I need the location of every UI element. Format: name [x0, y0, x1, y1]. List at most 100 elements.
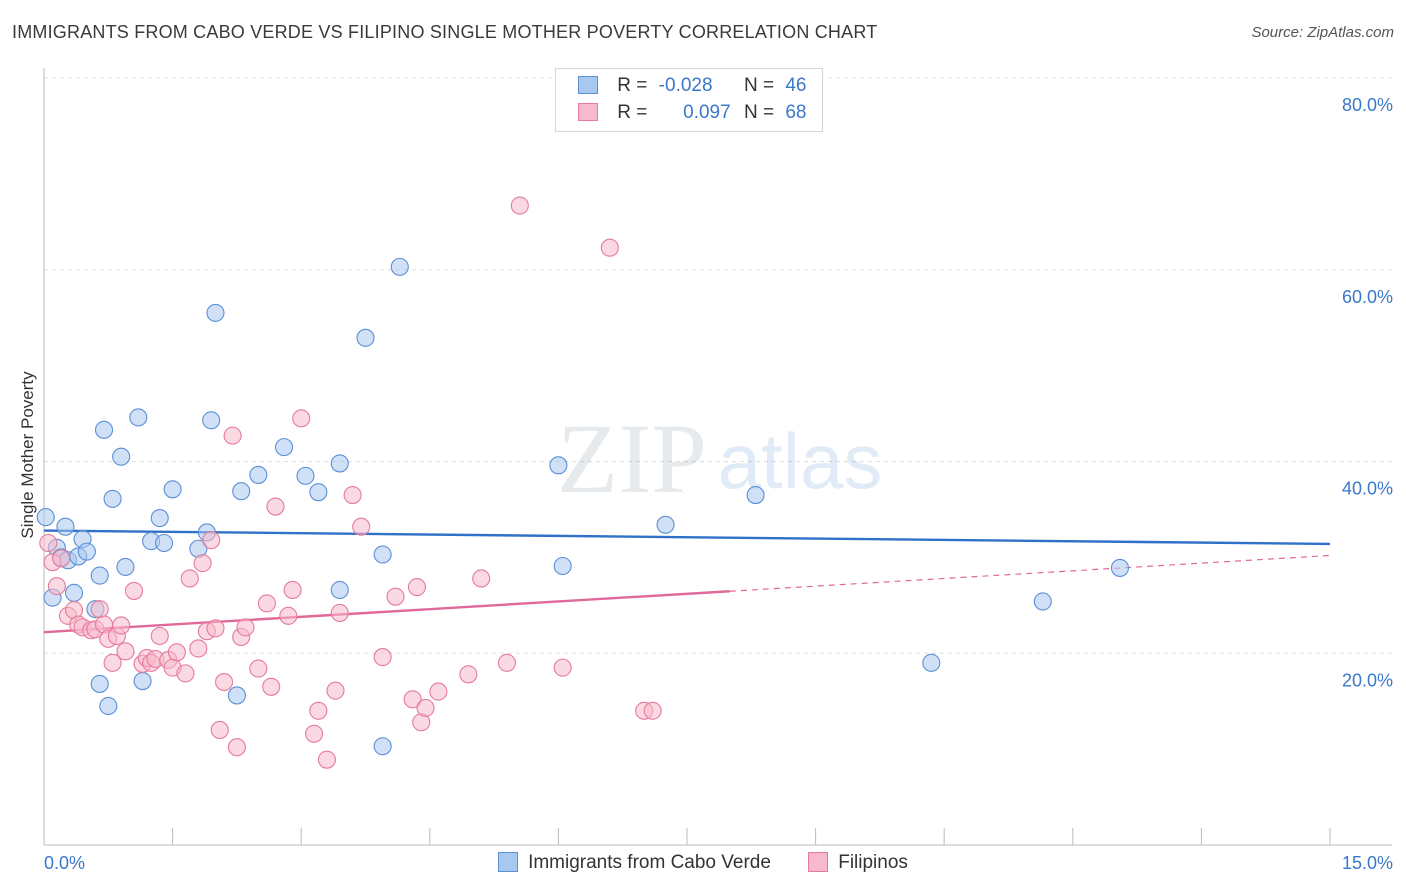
point-cabo-verde	[202, 411, 221, 430]
point-filipinos	[176, 664, 195, 683]
legend-n-label: N =	[743, 102, 775, 123]
point-cabo-verde	[356, 328, 375, 347]
point-filipinos	[407, 578, 426, 597]
point-cabo-verde	[296, 466, 315, 485]
point-cabo-verde	[232, 482, 251, 501]
point-filipinos	[403, 690, 422, 709]
grid-lines	[44, 77, 1392, 654]
series-legend: Immigrants from Cabo Verde Filipinos	[0, 852, 1406, 874]
trend-line-cabo-verde	[43, 529, 1331, 546]
point-cabo-verde	[275, 438, 294, 457]
legend-r-value: 0.097	[683, 102, 731, 123]
point-cabo-verde	[99, 696, 118, 716]
legend-r-value: -0.028	[658, 75, 713, 96]
legend-swatch-pink	[578, 103, 598, 121]
legend-n-value: 68	[785, 102, 807, 123]
watermark-zip: ZIP	[557, 403, 707, 514]
point-filipinos	[553, 658, 572, 677]
point-filipinos	[459, 665, 478, 684]
point-filipinos	[227, 738, 246, 757]
point-filipinos	[292, 409, 311, 428]
point-cabo-verde	[150, 509, 169, 528]
watermark-atlas: atlas	[718, 417, 883, 505]
point-filipinos	[317, 750, 336, 769]
point-cabo-verde	[309, 483, 328, 502]
tick-labels: 20.0% 40.0% 60.0% 80.0% 0.0% 15.0%	[44, 95, 1393, 873]
y-tick-label: 60.0%	[1342, 287, 1393, 307]
point-cabo-verde	[154, 533, 174, 553]
point-cabo-verde	[64, 583, 84, 602]
chart-title: IMMIGRANTS FROM CABO VERDE VS FILIPINO S…	[12, 22, 878, 42]
data-points	[36, 196, 1130, 769]
point-filipinos	[249, 659, 268, 678]
point-cabo-verde	[90, 674, 109, 693]
point-cabo-verde	[330, 454, 349, 473]
legend-n-value: 46	[785, 75, 807, 96]
point-cabo-verde	[116, 557, 135, 577]
point-filipinos	[257, 594, 276, 613]
point-filipinos	[103, 653, 122, 672]
point-filipinos	[643, 701, 662, 720]
point-filipinos	[497, 653, 517, 672]
point-cabo-verde	[163, 480, 182, 499]
point-cabo-verde	[56, 517, 75, 536]
legend-row-cabo-verde: R = -0.028 N = 46	[578, 75, 806, 99]
point-cabo-verde	[746, 486, 765, 505]
series-legend-filipinos[interactable]: Filipinos	[808, 852, 908, 874]
y-tick-label: 80.0%	[1342, 95, 1393, 115]
point-filipinos	[429, 682, 448, 701]
point-cabo-verde	[206, 303, 225, 322]
axes	[43, 68, 1392, 846]
y-axis-label: Single Mother Poverty	[18, 371, 37, 539]
point-filipinos	[510, 196, 529, 215]
legend-r-label: R =	[617, 102, 648, 123]
y-tick-label: 20.0%	[1342, 670, 1393, 690]
x-tick-label: 15.0%	[1342, 853, 1393, 873]
point-filipinos	[90, 600, 109, 619]
point-cabo-verde	[1110, 558, 1130, 577]
point-cabo-verde	[77, 542, 96, 561]
trend-line-extension-filipinos	[729, 554, 1331, 592]
point-cabo-verde	[133, 672, 152, 691]
point-filipinos	[124, 581, 144, 600]
point-cabo-verde	[103, 489, 122, 508]
correlation-legend: R = -0.028 N = 46 R = 0.097 N = 68	[555, 68, 823, 132]
point-filipinos	[116, 642, 135, 661]
legend-row-filipinos: R = 0.097 N = 68	[578, 102, 806, 126]
series-legend-label: Filipinos	[838, 852, 908, 873]
point-filipinos	[472, 569, 491, 588]
point-filipinos	[326, 681, 345, 700]
point-filipinos	[206, 619, 225, 638]
source-label: Source: ZipAtlas.com	[1251, 24, 1394, 41]
point-filipinos	[112, 616, 131, 635]
point-filipinos	[167, 643, 186, 662]
point-cabo-verde	[549, 456, 568, 475]
point-filipinos	[47, 577, 66, 596]
series-legend-cabo-verde[interactable]: Immigrants from Cabo Verde	[498, 852, 771, 874]
point-cabo-verde	[373, 737, 392, 756]
point-filipinos	[352, 517, 371, 536]
point-filipinos	[223, 426, 242, 445]
point-filipinos	[343, 486, 362, 505]
point-cabo-verde	[249, 465, 268, 484]
point-filipinos	[279, 606, 298, 625]
point-cabo-verde	[922, 653, 941, 672]
point-filipinos	[386, 587, 405, 606]
point-filipinos	[330, 603, 349, 623]
point-cabo-verde	[656, 515, 675, 534]
point-cabo-verde	[227, 686, 246, 705]
legend-n-label: N =	[743, 75, 775, 96]
y-tick-label: 40.0%	[1342, 479, 1393, 499]
legend-swatch-blue	[578, 76, 598, 94]
point-cabo-verde	[129, 408, 148, 427]
x-tick-label: 0.0%	[44, 853, 85, 873]
point-filipinos	[210, 720, 229, 740]
point-filipinos	[305, 724, 324, 743]
point-cabo-verde	[330, 580, 349, 600]
legend-r-label: R =	[617, 75, 648, 96]
point-filipinos	[236, 618, 255, 637]
point-cabo-verde	[553, 556, 572, 576]
point-cabo-verde	[94, 420, 114, 439]
point-filipinos	[39, 533, 58, 553]
